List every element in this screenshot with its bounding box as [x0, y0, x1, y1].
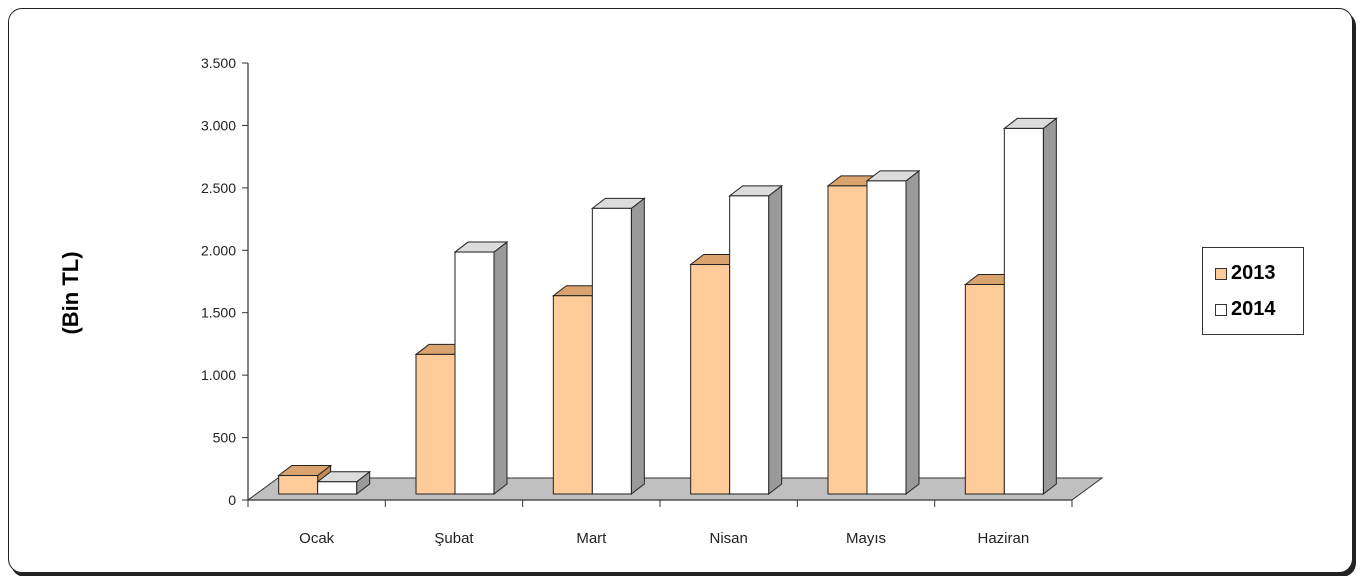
y-tick-label: 3.000	[201, 117, 236, 133]
bar-2014-Nisan	[728, 184, 784, 496]
legend-label-2014: 2014	[1231, 298, 1276, 320]
y-tick-label: 3.500	[201, 55, 236, 71]
legend-swatch-2013	[1215, 267, 1227, 280]
bar-2014-Haziran	[1002, 117, 1058, 496]
x-tick-label: Mart	[576, 530, 607, 547]
x-tick-label: Mayıs	[846, 530, 886, 547]
legend-item-2013: 2013	[1215, 262, 1276, 285]
x-tick-label: Nisan	[709, 530, 747, 547]
y-tick-label: 500	[213, 430, 237, 446]
legend-item-2014: 2014	[1215, 298, 1276, 321]
legend-swatch-2014	[1215, 303, 1227, 316]
y-tick-label: 2.500	[201, 180, 236, 196]
y-tick-label: 0	[228, 492, 236, 508]
y-axis-title: (Bin TL)	[58, 251, 83, 334]
y-tick-label: 1.500	[201, 305, 236, 321]
y-tick-label: 2.000	[201, 242, 236, 258]
legend-label-2013: 2013	[1231, 262, 1276, 284]
bar-2014-Ocak	[316, 470, 372, 496]
x-tick-label: Şubat	[434, 530, 474, 547]
x-tick-label: Haziran	[977, 530, 1029, 547]
y-tick-label: 1.000	[201, 367, 236, 383]
bar-2014-Mart	[590, 197, 646, 496]
legend: 2013 2014	[1202, 247, 1304, 335]
x-tick-label: Ocak	[299, 530, 335, 547]
bar-2014-Mayıs	[865, 169, 921, 496]
bar-2014-Şubat	[453, 241, 509, 496]
